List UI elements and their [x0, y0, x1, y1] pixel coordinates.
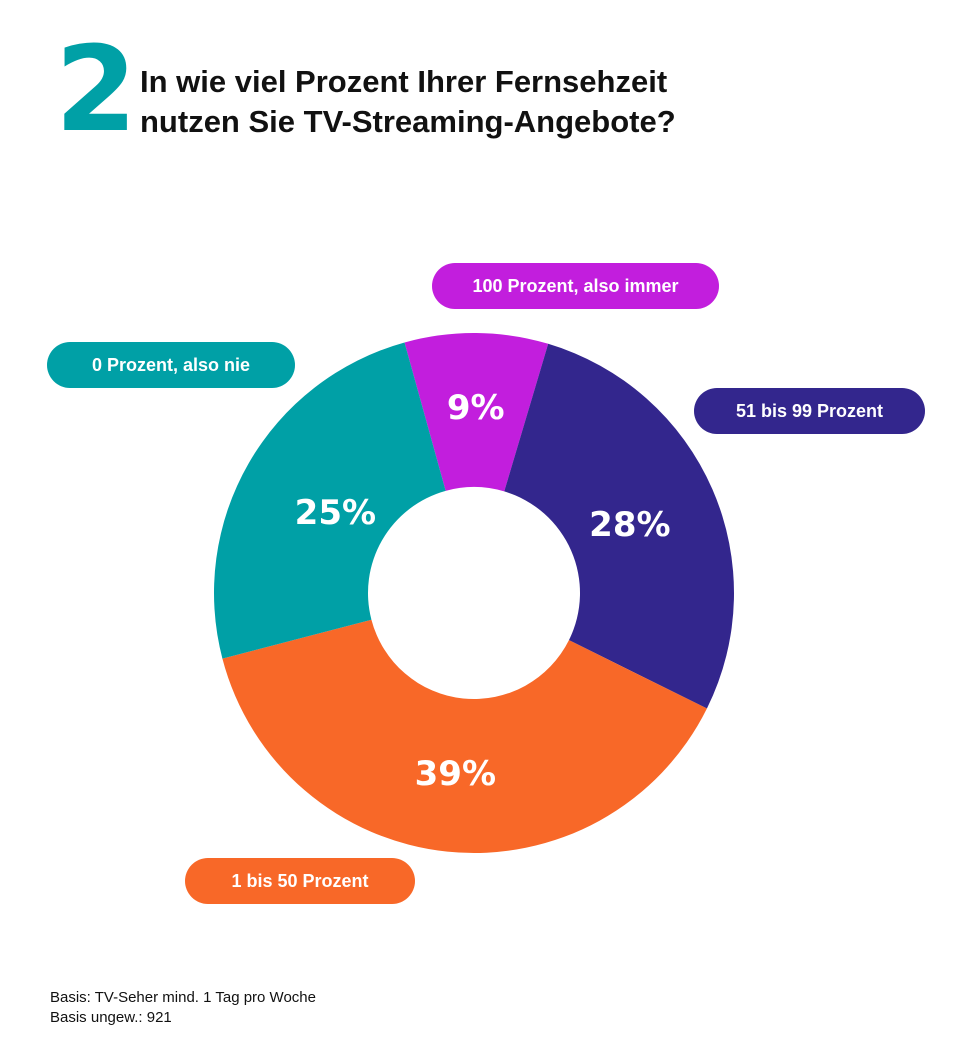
- footnote-basis: Basis: TV-Seher mind. 1 Tag pro Woche: [50, 989, 316, 1006]
- donut-slice-0-prozent: [214, 342, 446, 659]
- footnote: Basis: TV-Seher mind. 1 Tag pro Woche Ba…: [50, 988, 316, 1028]
- legend-pill-0-prozent: 0 Prozent, also nie: [47, 342, 295, 388]
- legend-pill-51-bis-99-prozent: 51 bis 99 Prozent: [694, 388, 925, 434]
- slice-value-label-100-prozent: 9%: [447, 388, 505, 428]
- donut-slice-51-bis-99-prozent: [504, 343, 734, 709]
- question-number: 2: [55, 20, 138, 158]
- slice-value-label-0-prozent: 25%: [295, 493, 376, 533]
- slice-value-label-1-bis-50-prozent: 39%: [415, 754, 496, 794]
- legend-pill-1-bis-50-prozent: 1 bis 50 Prozent: [185, 858, 415, 904]
- donut-slice-1-bis-50-prozent: [222, 619, 707, 853]
- chart-title: In wie viel Prozent Ihrer Fernsehzeit nu…: [140, 62, 780, 142]
- donut-slice-100-prozent: [404, 333, 549, 492]
- legend-pill-100-prozent: 100 Prozent, also immer: [432, 263, 719, 309]
- footnote-sample-size: Basis ungew.: 921: [50, 1009, 172, 1026]
- chart-title-line-1: In wie viel Prozent Ihrer Fernsehzeit: [140, 64, 668, 99]
- slice-value-label-51-bis-99-prozent: 28%: [589, 505, 670, 545]
- chart-title-line-2: nutzen Sie TV-Streaming-Angebote?: [140, 104, 676, 139]
